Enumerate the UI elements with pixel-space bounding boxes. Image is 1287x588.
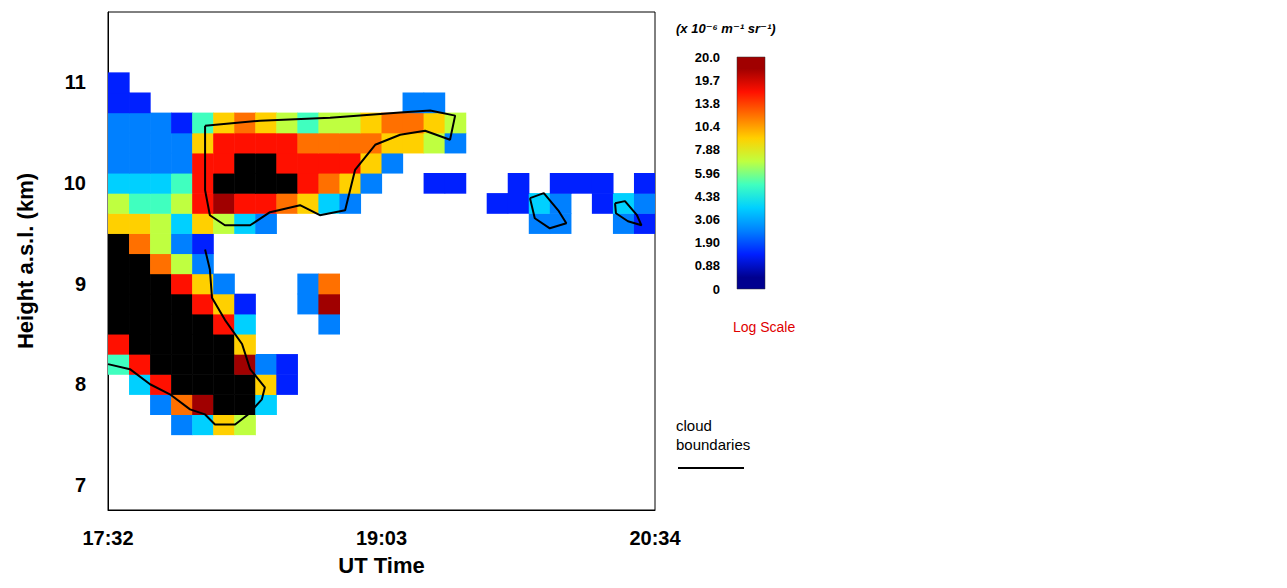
- svg-text:10: 10: [64, 172, 86, 194]
- svg-text:7.88: 7.88: [695, 142, 720, 157]
- svg-text:20.0: 20.0: [695, 50, 720, 65]
- svg-text:Height a.s.l. (km): Height a.s.l. (km): [13, 173, 38, 349]
- svg-text:0: 0: [713, 282, 720, 297]
- svg-text:19:03: 19:03: [356, 527, 407, 549]
- svg-text:11: 11: [65, 71, 86, 93]
- svg-text:5.96: 5.96: [695, 166, 720, 181]
- svg-text:7: 7: [75, 474, 86, 496]
- svg-text:3.06: 3.06: [695, 212, 720, 227]
- svg-text:13.8: 13.8: [695, 96, 720, 111]
- svg-text:19.7: 19.7: [695, 73, 720, 88]
- svg-text:8: 8: [75, 373, 86, 395]
- svg-text:UT Time: UT Time: [338, 553, 424, 578]
- svg-text:(x 10⁻⁶ m⁻¹ sr⁻¹): (x 10⁻⁶ m⁻¹ sr⁻¹): [676, 21, 776, 36]
- svg-text:1.90: 1.90: [695, 235, 720, 250]
- svg-text:boundaries: boundaries: [676, 436, 750, 453]
- svg-text:20:34: 20:34: [629, 527, 681, 549]
- svg-text:17:32: 17:32: [82, 527, 133, 549]
- svg-text:4.38: 4.38: [695, 189, 720, 204]
- svg-text:9: 9: [75, 273, 86, 295]
- svg-text:10.4: 10.4: [695, 119, 721, 134]
- svg-text:0.88: 0.88: [695, 258, 720, 273]
- svg-text:Log Scale: Log Scale: [733, 319, 795, 335]
- svg-text:cloud: cloud: [676, 417, 716, 434]
